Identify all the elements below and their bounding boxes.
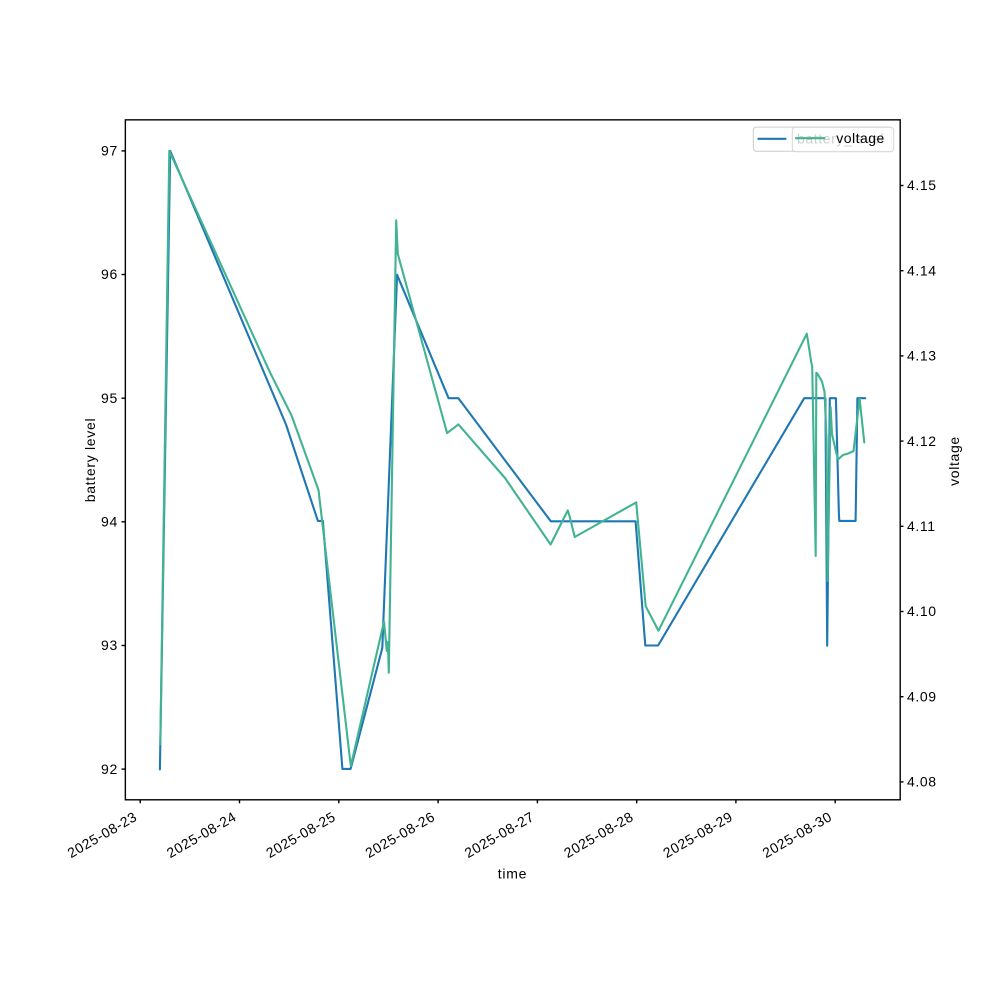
svg-text:4.10: 4.10 — [907, 603, 937, 619]
svg-text:4.09: 4.09 — [907, 688, 937, 704]
svg-text:4.14: 4.14 — [907, 262, 937, 278]
svg-text:4.12: 4.12 — [907, 433, 937, 449]
svg-text:4.15: 4.15 — [907, 177, 937, 193]
svg-text:97: 97 — [101, 143, 118, 159]
svg-text:95: 95 — [101, 390, 118, 406]
svg-text:4.13: 4.13 — [907, 348, 937, 364]
svg-text:92: 92 — [101, 761, 118, 777]
svg-text:voltage: voltage — [836, 130, 885, 146]
svg-text:battery level: battery level — [82, 418, 98, 503]
svg-text:96: 96 — [101, 266, 118, 282]
svg-text:4.11: 4.11 — [907, 518, 936, 534]
svg-text:94: 94 — [101, 514, 118, 530]
svg-text:93: 93 — [101, 637, 118, 653]
svg-text:4.08: 4.08 — [907, 774, 937, 790]
svg-text:voltage: voltage — [946, 436, 962, 486]
svg-text:time: time — [498, 865, 527, 881]
